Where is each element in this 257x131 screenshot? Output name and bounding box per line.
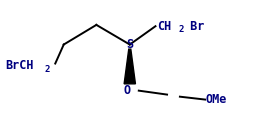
Text: S: S	[126, 38, 133, 51]
Text: Br: Br	[183, 20, 204, 33]
Text: CH: CH	[157, 20, 171, 33]
Text: 2: 2	[178, 25, 183, 34]
Text: 2: 2	[44, 65, 50, 74]
Text: BrCH: BrCH	[6, 59, 34, 72]
Polygon shape	[124, 49, 135, 84]
Text: O: O	[123, 84, 131, 97]
Text: OMe: OMe	[206, 93, 227, 106]
